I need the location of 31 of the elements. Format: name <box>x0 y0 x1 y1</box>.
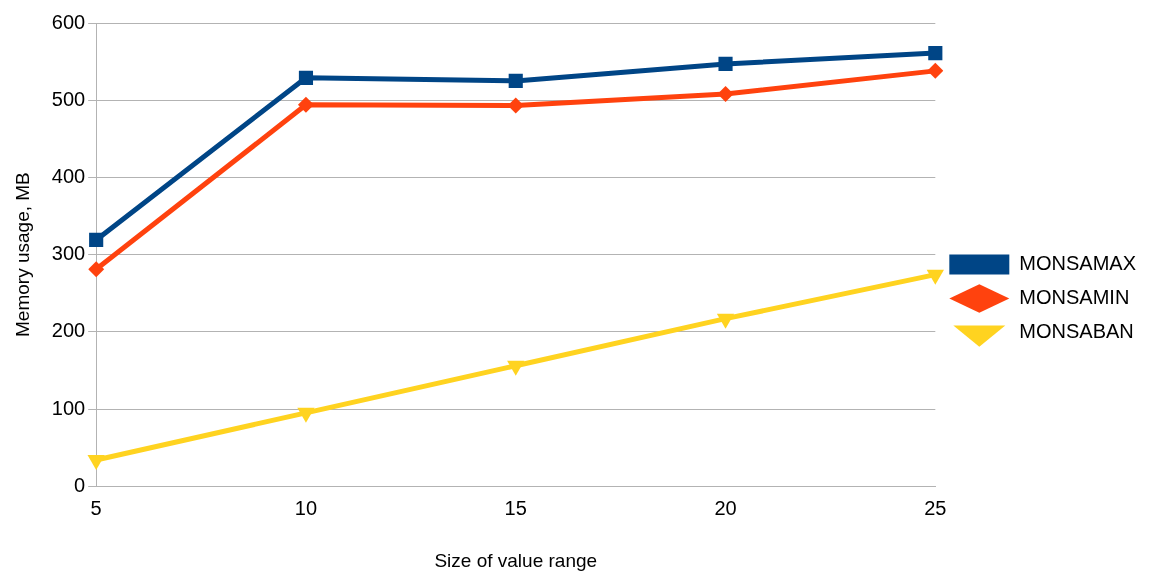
x-tick-label: 20 <box>714 496 737 519</box>
point <box>926 269 944 285</box>
point <box>89 232 104 247</box>
x-tick-label: 15 <box>504 496 527 519</box>
x-tick-label: 25 <box>924 496 947 519</box>
point <box>927 62 944 79</box>
point <box>87 454 105 470</box>
x-tick-label: 10 <box>294 496 318 519</box>
point <box>297 407 315 423</box>
legend-label: MONSAMIN <box>1019 286 1130 309</box>
y-tick-label: 200 <box>51 319 86 342</box>
point <box>717 86 734 103</box>
y-tick-label: 600 <box>51 10 86 33</box>
y-tick-label: 0 <box>74 473 86 496</box>
point <box>297 96 314 113</box>
point <box>298 70 314 85</box>
y-tick-label: 300 <box>51 242 86 265</box>
x-tick-label: 5 <box>90 496 102 519</box>
point <box>928 46 943 61</box>
point <box>508 73 523 88</box>
point <box>716 313 735 329</box>
y-tick-label: 400 <box>51 164 86 187</box>
x-axis-title: Size of value range <box>434 549 598 571</box>
y-tick-label: 100 <box>51 396 86 419</box>
point <box>507 360 525 376</box>
y-tick-label: 500 <box>51 87 86 110</box>
legend-label: MONSABAN <box>1019 320 1134 343</box>
y-axis-title: Memory usage, MB <box>11 172 33 337</box>
point <box>88 261 105 278</box>
legend-label: MONSAMAX <box>1019 252 1137 275</box>
point <box>718 56 733 71</box>
